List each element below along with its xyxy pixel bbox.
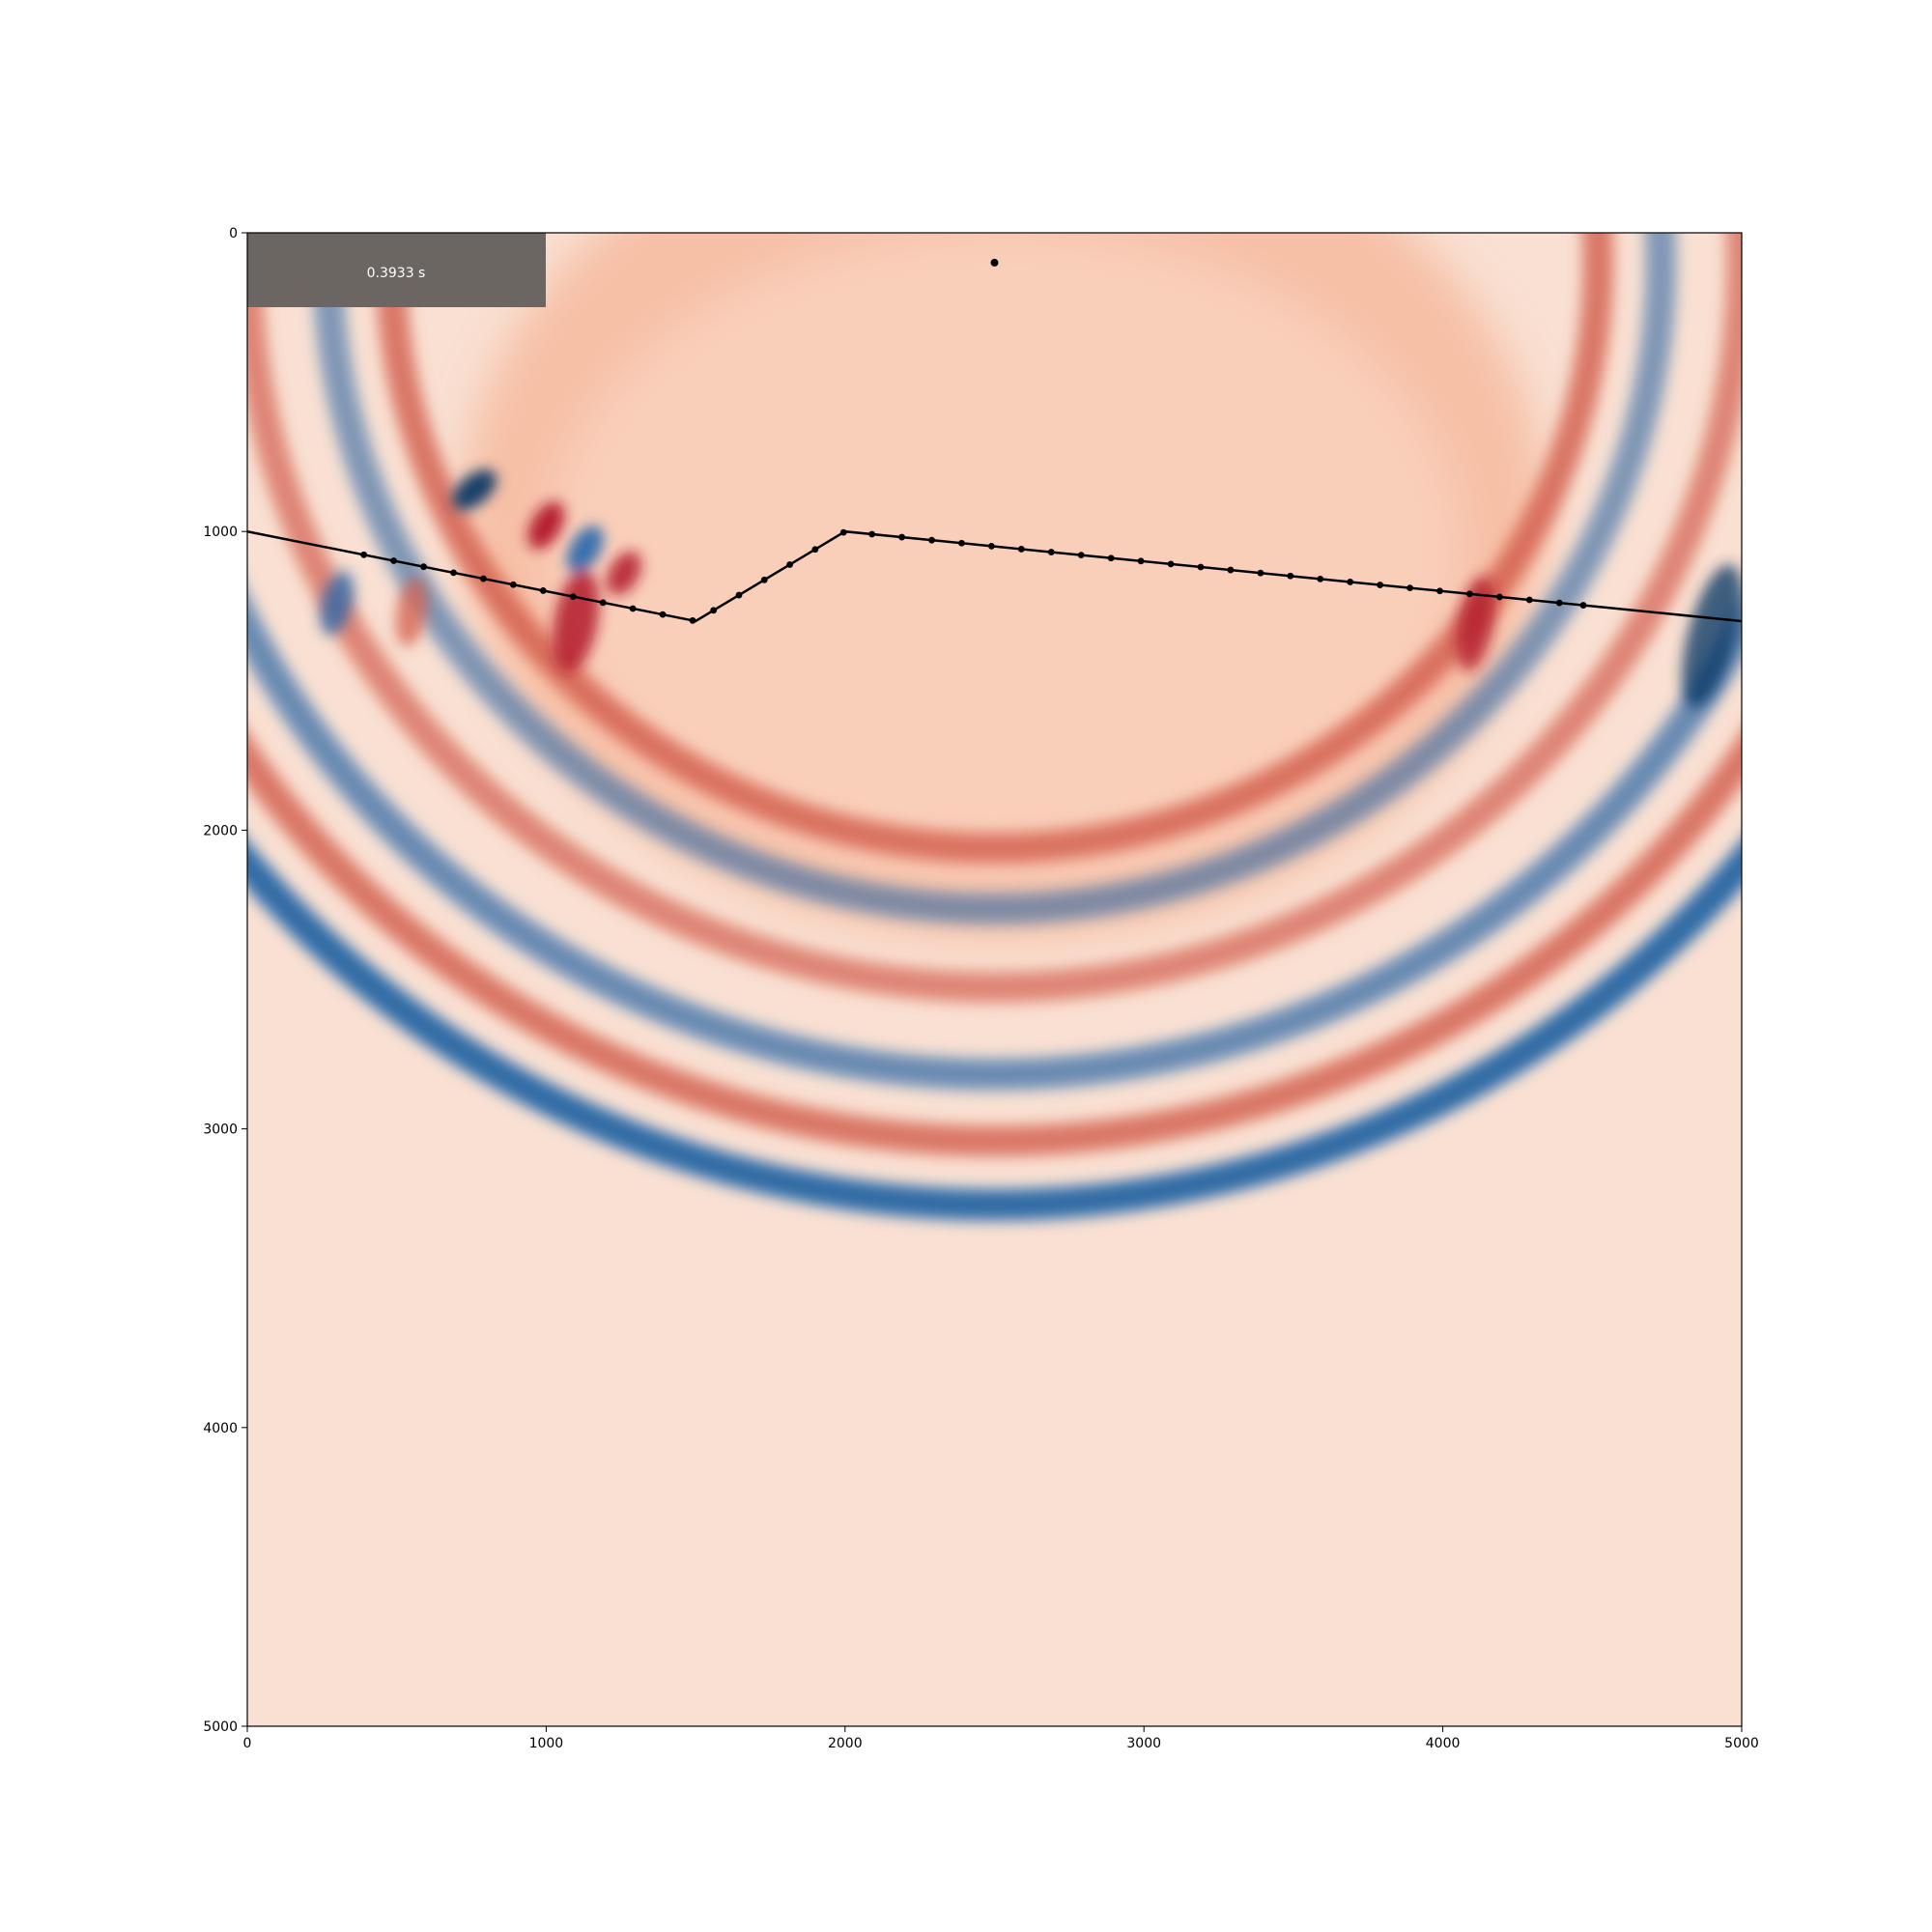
receiver-marker-14 xyxy=(760,576,768,583)
x-tick-label-4: 4000 xyxy=(1426,1736,1461,1751)
interior-core xyxy=(550,233,1459,871)
receiver-marker-28 xyxy=(1167,560,1175,568)
receiver-marker-1 xyxy=(390,557,398,564)
scattered-waves xyxy=(320,469,1742,708)
scatter-blob-0 xyxy=(452,469,497,510)
receiver-marker-41 xyxy=(1555,599,1563,607)
receiver-marker-21 xyxy=(958,539,965,547)
receiver-marker-29 xyxy=(1197,563,1205,571)
scatter-blob-1 xyxy=(527,501,565,550)
receiver-marker-40 xyxy=(1525,596,1533,604)
wavefront-core-2 xyxy=(247,233,1742,992)
receiver-marker-2 xyxy=(420,563,427,571)
scatter-blob-8 xyxy=(1682,564,1742,708)
receiver-marker-27 xyxy=(1137,557,1145,565)
receiver-marker-5 xyxy=(509,581,517,588)
receiver-marker-42 xyxy=(1579,602,1587,609)
y-tick-label-5: 5000 xyxy=(203,1719,238,1735)
x-tick-label-3: 3000 xyxy=(1126,1736,1161,1751)
plot-area xyxy=(247,233,1742,1726)
receiver-marker-23 xyxy=(1017,546,1025,553)
receiver-marker-38 xyxy=(1466,590,1473,598)
y-tick-label-0: 0 xyxy=(229,226,238,242)
scatter-blob-2 xyxy=(566,526,604,574)
receiver-marker-3 xyxy=(450,569,457,577)
receiver-marker-18 xyxy=(868,530,876,538)
receiver-markers xyxy=(360,528,1587,624)
scatter-blob-5 xyxy=(320,571,355,636)
time-label: 0.3933 s xyxy=(367,266,426,281)
x-tick-label-1: 1000 xyxy=(529,1736,564,1751)
receiver-marker-32 xyxy=(1287,572,1294,580)
receiver-marker-0 xyxy=(360,551,368,558)
receiver-marker-34 xyxy=(1347,579,1354,585)
receiver-marker-9 xyxy=(629,605,637,612)
wavefront-core-5 xyxy=(247,856,1742,1210)
x-axis: 0 1000 2000 3000 4000 5000 xyxy=(243,1726,1759,1751)
receiver-marker-36 xyxy=(1406,584,1413,592)
x-tick-label-0: 0 xyxy=(243,1736,252,1751)
y-tick-label-1: 1000 xyxy=(203,525,238,540)
receiver-marker-6 xyxy=(539,587,547,594)
receiver-marker-17 xyxy=(839,528,847,536)
y-tick-label-3: 3000 xyxy=(203,1122,238,1138)
y-tick-label-2: 2000 xyxy=(203,823,238,838)
receiver-marker-13 xyxy=(735,591,743,599)
receiver-marker-30 xyxy=(1227,566,1235,574)
scatter-blob-7 xyxy=(1456,577,1495,671)
plot-frame xyxy=(246,232,1743,1727)
receiver-marker-11 xyxy=(689,616,696,624)
wavefield-interior xyxy=(463,233,1546,939)
receiver-marker-24 xyxy=(1047,549,1055,555)
time-label-background xyxy=(247,233,546,307)
receiver-marker-31 xyxy=(1257,569,1264,577)
receiver-marker-26 xyxy=(1107,554,1115,562)
source-dot xyxy=(990,258,999,267)
receiver-marker-37 xyxy=(1436,587,1443,595)
receiver-marker-35 xyxy=(1377,582,1384,588)
scatter-blob-3 xyxy=(606,551,641,596)
receiver-marker-12 xyxy=(710,607,718,614)
receiver-marker-22 xyxy=(988,542,995,550)
receiver-marker-19 xyxy=(898,533,905,541)
time-label-box: 0.3933 s xyxy=(247,233,546,307)
x-tick-label-2: 2000 xyxy=(828,1736,863,1751)
receiver-marker-39 xyxy=(1495,593,1503,601)
receiver-marker-7 xyxy=(569,593,577,601)
wavefront-core-4 xyxy=(247,750,1742,1147)
y-axis: 0 1000 2000 3000 4000 5000 xyxy=(203,226,247,1735)
receiver-marker-33 xyxy=(1317,575,1324,582)
source-marker xyxy=(990,258,999,267)
x-tick-label-5: 5000 xyxy=(1724,1736,1759,1751)
wavefront-core-3 xyxy=(247,616,1742,1079)
receiver-marker-20 xyxy=(928,536,935,544)
receiver-marker-15 xyxy=(786,561,793,568)
scatter-blob-6 xyxy=(395,578,428,647)
receiver-marker-16 xyxy=(811,546,819,554)
receiver-marker-4 xyxy=(480,575,487,582)
receiver-marker-25 xyxy=(1077,552,1085,559)
receiver-marker-10 xyxy=(659,611,667,618)
receiver-marker-8 xyxy=(599,599,607,607)
y-tick-label-4: 4000 xyxy=(203,1421,238,1436)
